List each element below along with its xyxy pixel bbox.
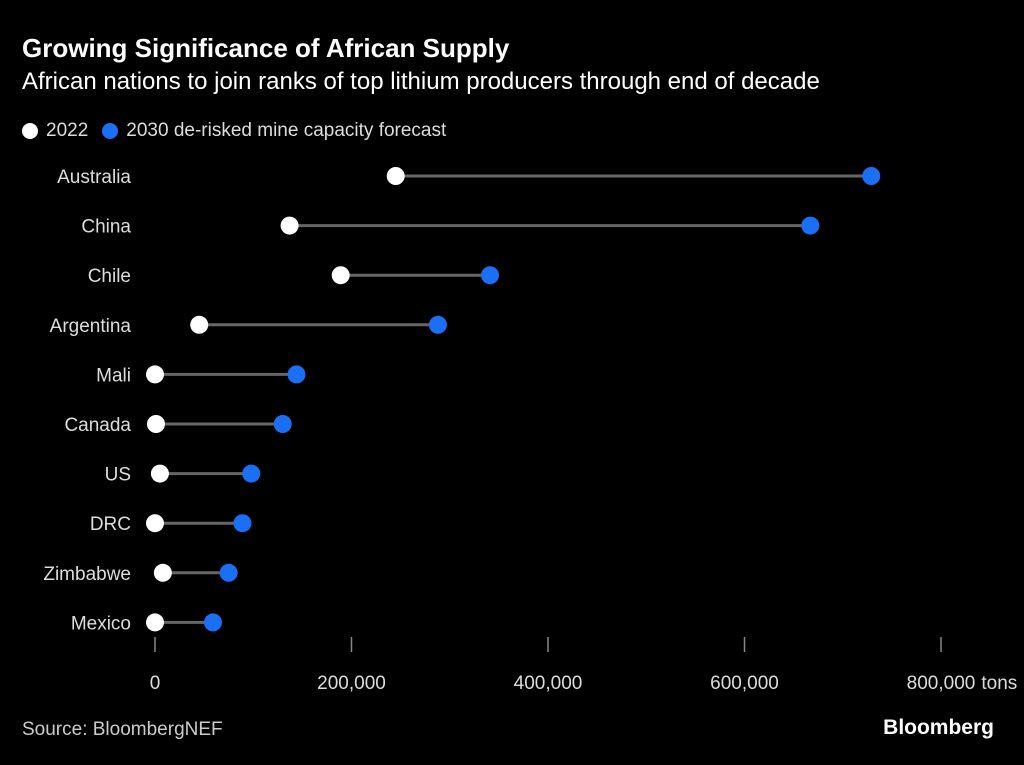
legend-item-2022: 2022 — [22, 120, 88, 142]
x-tick-label: 800,000 — [907, 673, 976, 694]
point-2022 — [146, 415, 165, 433]
point-2030 — [242, 464, 261, 483]
category-label: Argentina — [50, 316, 132, 337]
category-label: Chile — [88, 266, 131, 287]
point-2030 — [273, 415, 292, 433]
point-2030 — [233, 514, 252, 533]
x-tick-label: 400,000 — [514, 673, 583, 694]
point-2022 — [280, 216, 299, 235]
point-2022 — [386, 167, 405, 185]
category-label: Australia — [57, 167, 131, 188]
x-unit-label: tons — [981, 673, 1017, 694]
category-label: Mexico — [71, 613, 131, 634]
point-2022 — [150, 464, 169, 483]
category-label: US — [105, 465, 131, 486]
chart-subtitle: African nations to join ranks of top lit… — [22, 68, 820, 95]
x-tick-label: 0 — [150, 673, 161, 694]
point-2022 — [331, 266, 350, 285]
point-2022 — [146, 365, 164, 384]
legend-label-2030: 2030 de-risked mine capacity forecast — [126, 120, 447, 141]
chart-title: Growing Significance of African Supply — [22, 33, 510, 63]
point-2022 — [190, 315, 209, 334]
x-tick-label: 200,000 — [317, 673, 386, 694]
point-2030 — [203, 613, 222, 632]
point-2022 — [146, 514, 164, 533]
point-2030 — [428, 315, 447, 334]
bloomberg-logo: Bloomberg — [883, 716, 994, 739]
legend-label-2022: 2022 — [46, 120, 89, 141]
legend-item-2030: 2030 de-risked mine capacity forecast — [102, 120, 446, 142]
x-tick-label: 600,000 — [710, 673, 779, 694]
legend: 2022 2030 de-risked mine capacity foreca… — [22, 120, 460, 142]
category-label: Canada — [64, 415, 131, 436]
category-label: Zimbabwe — [43, 564, 131, 585]
point-2030 — [862, 167, 881, 185]
source-note: Source: BloombergNEF — [22, 719, 223, 740]
legend-dot-2022 — [22, 123, 38, 139]
point-2030 — [219, 563, 238, 582]
point-2022 — [153, 563, 172, 582]
category-label: Mali — [96, 365, 131, 386]
point-2030 — [481, 266, 500, 285]
category-label: DRC — [90, 514, 131, 535]
point-2030 — [801, 216, 820, 235]
point-2030 — [287, 365, 306, 384]
point-2022 — [146, 613, 164, 632]
legend-dot-2030 — [102, 123, 119, 139]
category-label: China — [81, 217, 131, 238]
